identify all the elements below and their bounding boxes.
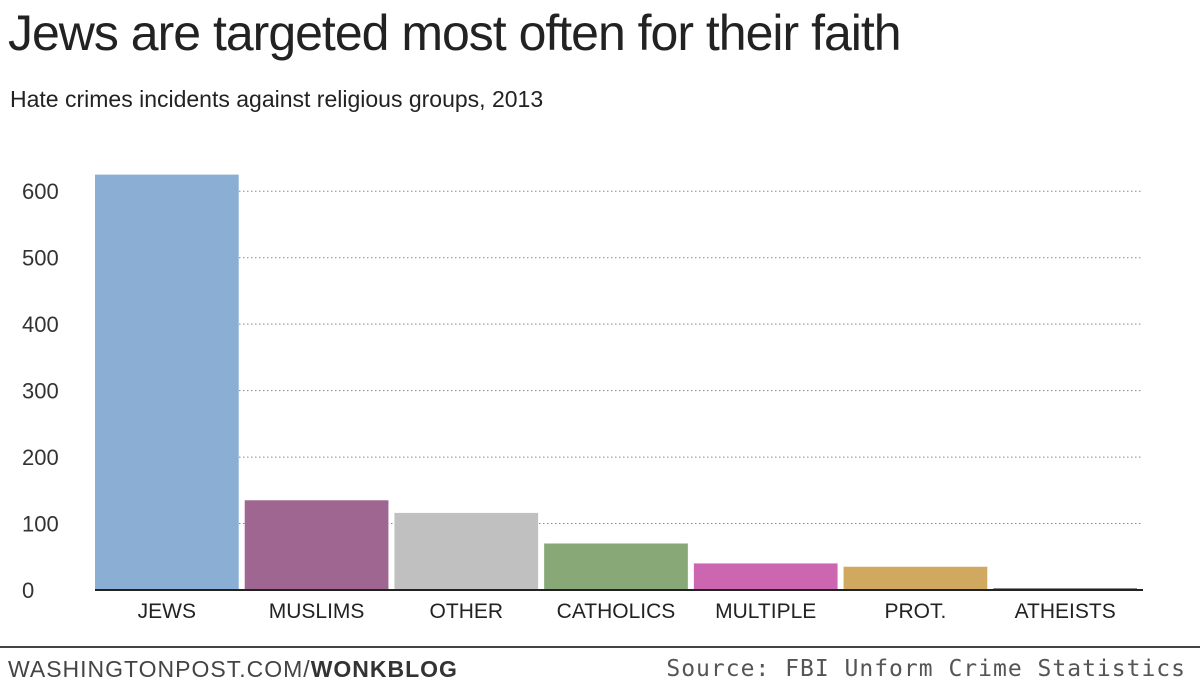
x-category-label: CATHOLICS	[557, 600, 676, 623]
y-tick-label: 100	[22, 512, 59, 537]
x-category-label: PROT.	[885, 600, 947, 623]
chart-title: Jews are targeted most often for their f…	[8, 5, 902, 61]
bars	[95, 174, 1137, 590]
x-category-label: MULTIPLE	[715, 600, 816, 623]
y-tick-label: 400	[22, 312, 59, 337]
bar-chart: 0 100 200 300 400 500 600 JEWS MUSLIMS OTHER CATHO…	[22, 174, 1143, 623]
y-tick-label: 0	[22, 578, 34, 603]
bar-prot	[843, 566, 988, 590]
y-tick-label: 200	[22, 445, 59, 470]
publisher-brand: WONKBLOG	[310, 656, 458, 682]
y-tick-label: 300	[22, 379, 59, 404]
publisher-credit: WASHINGTONPOST.COM/WONKBLOG	[8, 656, 458, 683]
x-category-label: ATHEISTS	[1015, 600, 1116, 623]
chart-subtitle: Hate crimes incidents against religious …	[10, 86, 544, 112]
bar-catholics	[544, 543, 688, 590]
y-tick-label: 600	[22, 179, 59, 204]
axis: 0 100 200 300 400 500 600 JEWS MUSLIMS OTHER CATHO…	[22, 179, 1143, 623]
gridlines	[95, 190, 1143, 525]
publisher-url: WASHINGTONPOST.COM/	[8, 656, 311, 682]
bar-multiple	[693, 563, 838, 590]
x-category-label: OTHER	[430, 600, 504, 623]
data-source: Source: FBI Unform Crime Statistics	[666, 656, 1186, 682]
footer-divider	[0, 646, 1200, 648]
bar-muslims	[244, 500, 389, 590]
x-category-label: JEWS	[138, 600, 196, 623]
bar-other	[394, 512, 539, 590]
x-category-label: MUSLIMS	[269, 600, 365, 623]
y-tick-label: 500	[22, 246, 59, 271]
bar-jews	[95, 174, 239, 590]
